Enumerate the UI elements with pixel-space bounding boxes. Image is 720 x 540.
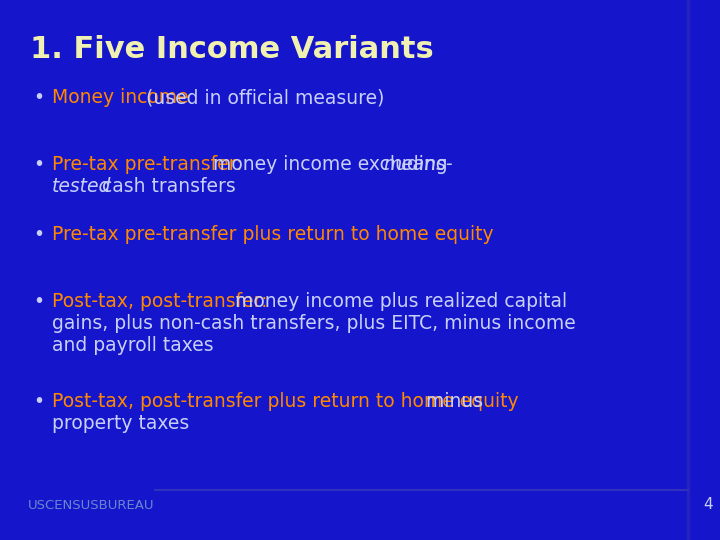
Text: minus: minus [420, 392, 483, 411]
Text: means-: means- [383, 155, 453, 174]
Text: •: • [33, 225, 44, 244]
Text: •: • [33, 155, 44, 174]
Text: •: • [33, 292, 44, 311]
Text: •: • [33, 88, 44, 107]
Text: money income excluding: money income excluding [207, 155, 453, 174]
Text: Pre-tax pre-transfer plus return to home equity: Pre-tax pre-transfer plus return to home… [52, 225, 494, 244]
Text: property taxes: property taxes [52, 414, 189, 433]
Text: (used in official measure): (used in official measure) [140, 88, 384, 107]
Text: cash transfers: cash transfers [96, 177, 236, 196]
Text: •: • [33, 392, 44, 411]
Text: tested: tested [52, 177, 112, 196]
Text: Post-tax, post-transfer plus return to home equity: Post-tax, post-transfer plus return to h… [52, 392, 518, 411]
Text: 4: 4 [703, 497, 713, 512]
Text: 1. Five Income Variants: 1. Five Income Variants [30, 35, 433, 64]
Text: Money income: Money income [52, 88, 189, 107]
Text: money income plus realized capital: money income plus realized capital [228, 292, 567, 311]
Text: Pre-tax pre-transfer:: Pre-tax pre-transfer: [52, 155, 243, 174]
Text: gains, plus non-cash transfers, plus EITC, minus income: gains, plus non-cash transfers, plus EIT… [52, 314, 576, 333]
Text: and payroll taxes: and payroll taxes [52, 336, 214, 355]
Text: Post-tax, post-transfer:: Post-tax, post-transfer: [52, 292, 268, 311]
Text: USCENSUSBUREAU: USCENSUSBUREAU [28, 499, 155, 512]
